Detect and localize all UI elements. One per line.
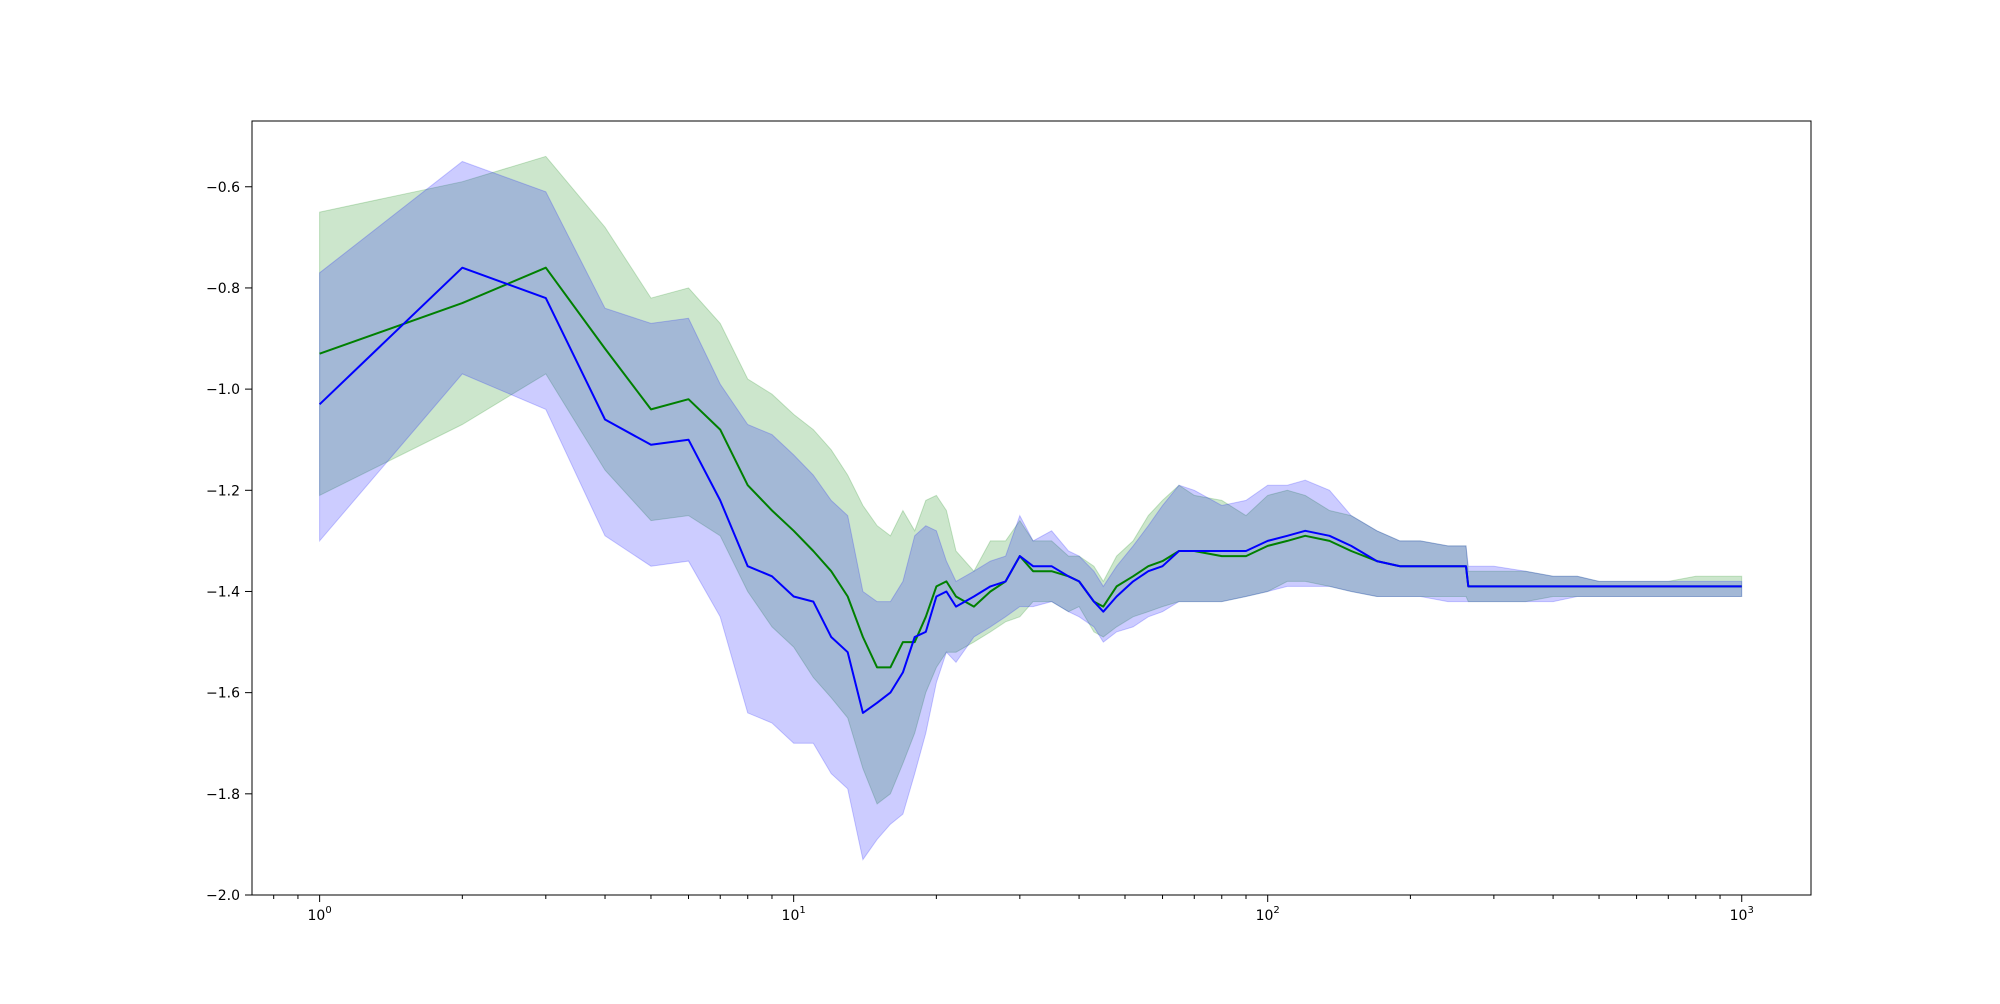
x-tick-label: 101 <box>782 905 806 924</box>
y-tick-label: −1.4 <box>206 584 240 600</box>
band-series-2 <box>319 160 1743 861</box>
x-tick-label: 103 <box>1730 905 1754 924</box>
x-tick-label: 100 <box>308 905 332 924</box>
y-tick-label: −1.8 <box>206 787 240 803</box>
y-tick-label: −0.8 <box>206 281 240 297</box>
plot-area-frame <box>251 120 1812 896</box>
confidence-bands <box>319 155 1743 861</box>
series-lines <box>318 266 1742 714</box>
y-axis: −2.0 −1.8 −1.6 −1.4 −1.2 −1.0 −0.8 −0.6 <box>206 180 252 904</box>
y-tick-label: −0.6 <box>206 180 240 196</box>
x-axis: 100 101 102 103 <box>273 895 1754 924</box>
band-series-1 <box>319 155 1743 805</box>
y-tick-label: −2.0 <box>206 888 240 904</box>
y-tick-label: −1.6 <box>206 686 240 702</box>
x-tick-label: 102 <box>1256 905 1280 924</box>
y-tick-label: −1.2 <box>206 483 240 499</box>
y-tick-label: −1.0 <box>206 382 240 398</box>
line-series-2 <box>318 266 1742 714</box>
